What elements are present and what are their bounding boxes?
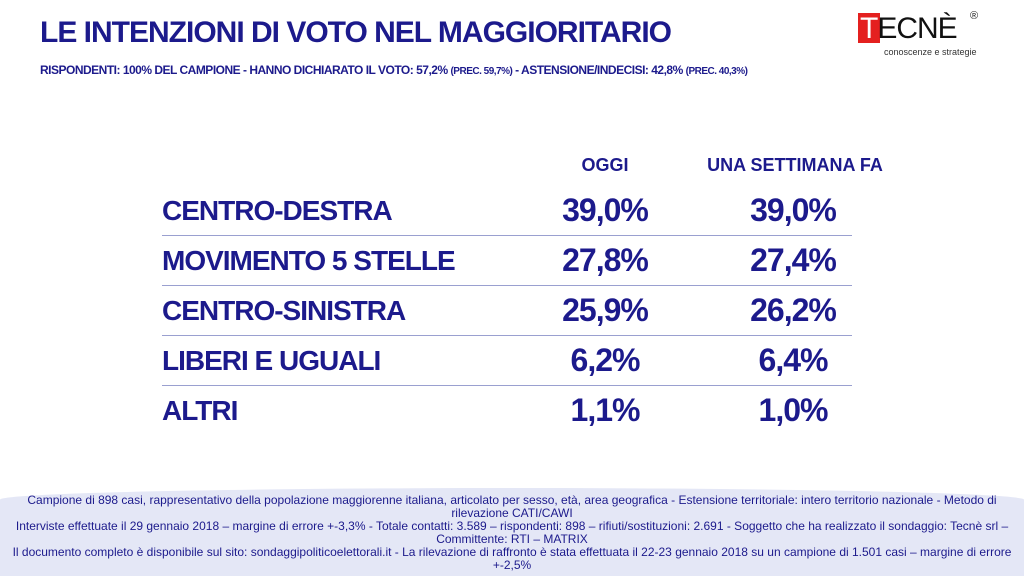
table-row: MOVIMENTO 5 STELLE 27,8% 27,4%	[162, 236, 852, 286]
footer-line: Interviste effettuate il 29 gennaio 2018…	[15, 519, 1009, 546]
column-header-week-ago: UNA SETTIMANA FA	[707, 155, 883, 175]
footer-methodology: Campione di 898 casi, rappresentativo de…	[0, 488, 1024, 576]
value-today: 25,9%	[562, 292, 649, 328]
page-subtitle: RISPONDENTI: 100% DEL CAMPIONE - HANNO D…	[40, 63, 748, 79]
value-week-ago: 39,0%	[750, 192, 837, 228]
party-label: MOVIMENTO 5 STELLE	[162, 245, 456, 276]
value-today: 6,2%	[570, 342, 641, 378]
party-label: LIBERI E UGUALI	[162, 345, 381, 376]
subtitle-main: RISPONDENTI: 100% DEL CAMPIONE - HANNO D…	[40, 63, 448, 77]
subtitle-prec-voted: (PREC. 59,7%)	[450, 66, 513, 77]
value-today: 27,8%	[562, 242, 649, 278]
logo-text: TECNÈ	[860, 12, 958, 45]
tecne-logo: TECNÈ ® conoscenze e strategie	[858, 10, 998, 60]
table-row: ALTRI 1,1% 1,0%	[162, 386, 852, 436]
table-row: CENTRO-DESTRA 39,0% 39,0%	[162, 186, 852, 236]
footer-line: Campione di 898 casi, rappresentativo de…	[27, 493, 997, 520]
column-header-today: OGGI	[581, 155, 629, 175]
value-week-ago: 26,2%	[750, 292, 837, 328]
subtitle-prec-abstention: (PREC. 40,3%)	[685, 66, 748, 77]
subtitle-abstention: - ASTENSIONE/INDECISI: 42,8%	[515, 63, 683, 77]
value-today: 1,1%	[570, 392, 641, 428]
row-divider	[162, 335, 852, 336]
value-week-ago: 27,4%	[750, 242, 837, 278]
footer-line: Il documento completo è disponibile sul …	[12, 545, 1012, 572]
page-title: LE INTENZIONI DI VOTO NEL MAGGIORITARIO	[40, 16, 672, 49]
logo-red-box	[858, 13, 880, 43]
table-row: LIBERI E UGUALI 6,2% 6,4%	[162, 336, 852, 386]
party-label: ALTRI	[162, 395, 238, 426]
value-today: 39,0%	[562, 192, 649, 228]
row-divider	[162, 285, 852, 286]
value-week-ago: 1,0%	[758, 392, 829, 428]
row-divider	[162, 235, 852, 236]
row-divider	[162, 385, 852, 386]
table-row: CENTRO-SINISTRA 25,9% 26,2%	[162, 286, 852, 336]
party-label: CENTRO-SINISTRA	[162, 295, 406, 326]
value-week-ago: 6,4%	[758, 342, 829, 378]
logo-tagline: conoscenze e strategie	[884, 47, 977, 57]
party-label: CENTRO-DESTRA	[162, 195, 393, 226]
logo-registered-mark: ®	[970, 10, 979, 22]
